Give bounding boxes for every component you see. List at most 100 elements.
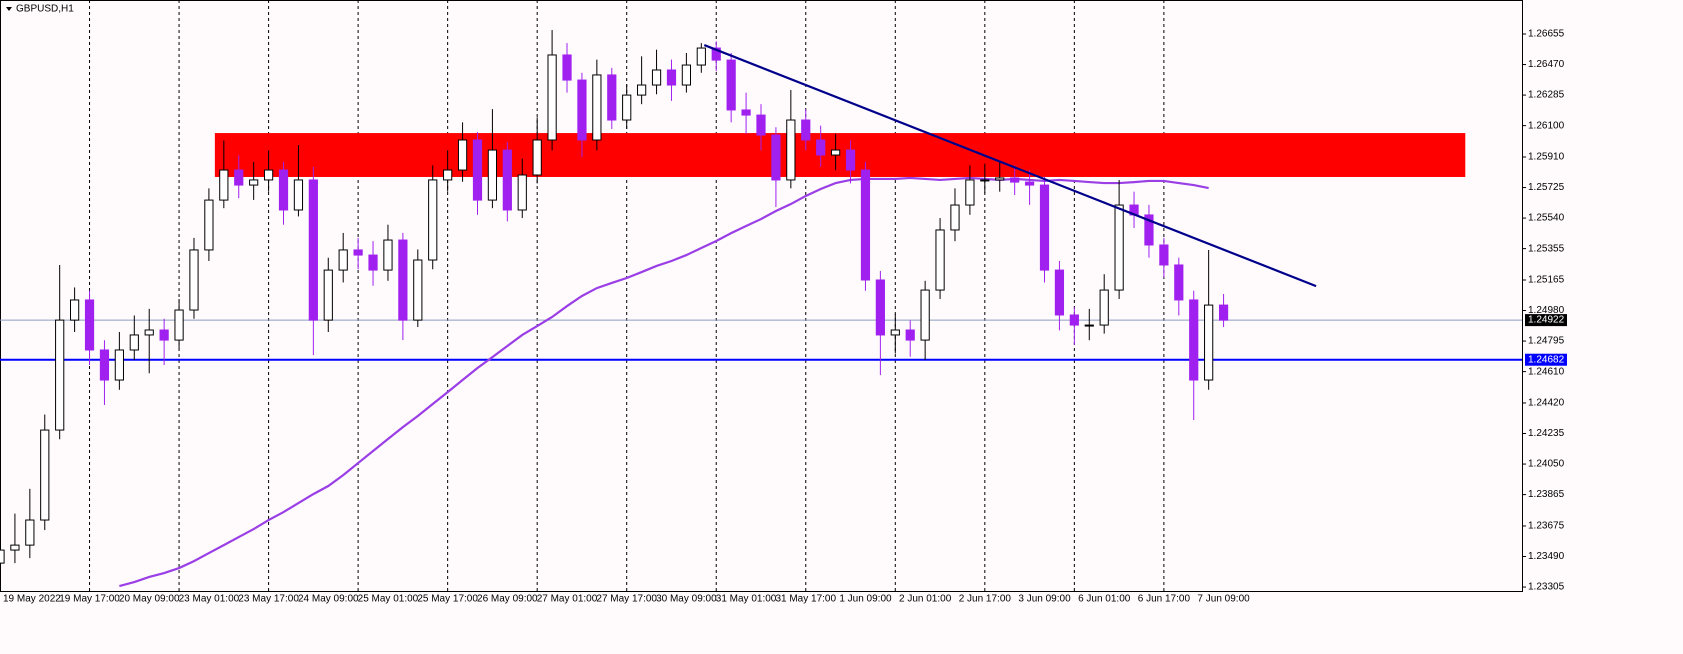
y-tick-label: 1.26470 <box>1528 59 1565 70</box>
x-tick-label: 25 May 17:00 <box>417 594 478 605</box>
candle-body <box>1204 304 1214 381</box>
candle-body <box>532 139 542 176</box>
candle-body <box>70 299 80 321</box>
candle-body <box>741 109 751 116</box>
y-tick-label: 1.24050 <box>1528 459 1565 470</box>
y-tick-label: 1.25165 <box>1528 275 1565 286</box>
candle-body <box>1039 184 1050 271</box>
candle-body <box>711 47 721 61</box>
y-tick-label: 1.23675 <box>1528 521 1565 532</box>
y-tick-label: 1.23865 <box>1528 489 1565 500</box>
candle-body <box>368 254 378 271</box>
candle-body <box>159 329 169 341</box>
y-tick-label: 1.26285 <box>1528 90 1565 101</box>
candle-body <box>651 69 662 86</box>
candle-body <box>457 139 468 171</box>
candle-body <box>592 74 602 141</box>
candle-body <box>1054 269 1065 316</box>
y-tick-label: 1.24235 <box>1528 428 1565 439</box>
candle-body <box>84 299 95 351</box>
candle-body <box>10 544 20 551</box>
candle-body <box>234 169 244 186</box>
candle-body <box>845 149 856 171</box>
candle-body <box>129 334 139 351</box>
x-tick-label: 24 May 09:00 <box>298 594 359 605</box>
candle-body <box>413 259 423 321</box>
trend-line <box>703 44 1317 288</box>
moving-average <box>119 176 1209 588</box>
candle-body <box>308 179 318 321</box>
y-tick-label: 1.24420 <box>1528 398 1565 409</box>
x-tick-label: 2 Jun 01:00 <box>899 594 952 605</box>
price-label-box <box>1525 353 1567 366</box>
candle-body <box>666 69 677 86</box>
candle-body <box>771 134 781 181</box>
candle-body <box>99 349 110 381</box>
x-tick-label: 26 May 09:00 <box>477 594 538 605</box>
menu-arrow[interactable] <box>6 7 12 11</box>
candle-body <box>1069 314 1079 326</box>
y-tick-label: 1.24610 <box>1528 366 1565 377</box>
x-tick-label: 25 May 01:00 <box>358 594 419 605</box>
candle-body <box>278 169 289 211</box>
candle-body <box>786 119 796 181</box>
candle-body <box>40 429 50 521</box>
x-tick-label: 6 Jun 01:00 <box>1078 594 1131 605</box>
candle-body <box>1114 204 1124 291</box>
candle-body <box>1174 264 1184 301</box>
candle-body <box>443 169 453 181</box>
candle-body <box>1084 324 1094 327</box>
candle-body <box>756 114 766 136</box>
candle-body <box>905 329 915 341</box>
x-tick-label: 6 Jun 17:00 <box>1138 594 1191 605</box>
candle-body <box>293 179 304 211</box>
candle-body <box>1159 244 1169 266</box>
candle-body <box>562 54 572 81</box>
plot-frame <box>0 0 1523 592</box>
x-tick-label: 30 May 09:00 <box>656 594 717 605</box>
candle-body <box>114 349 124 381</box>
candle-body <box>726 59 736 111</box>
candle-body <box>263 169 274 181</box>
chart-title: GBPUSD,H1 <box>16 4 74 15</box>
candle-body <box>860 169 871 281</box>
candle-body <box>0 549 5 564</box>
candle-body <box>890 329 900 336</box>
candle-body <box>353 249 363 256</box>
candle-body <box>1099 289 1109 326</box>
x-tick-label: 27 May 01:00 <box>537 594 598 605</box>
x-tick-label: 31 May 17:00 <box>775 594 836 605</box>
candle-body <box>1189 299 1199 381</box>
candle-body <box>681 64 691 86</box>
candle-body <box>965 179 975 206</box>
candle-body <box>25 519 35 546</box>
y-tick-label: 1.25355 <box>1528 243 1565 254</box>
x-tick-label: 1 Jun 09:00 <box>839 594 892 605</box>
candle-body <box>1010 177 1020 183</box>
x-tick-label: 7 Jun 09:00 <box>1197 594 1250 605</box>
candle-body <box>472 139 483 201</box>
y-tick-label: 1.25725 <box>1528 182 1565 193</box>
candle-body <box>1024 181 1035 186</box>
x-tick-label: 23 May 17:00 <box>238 594 299 605</box>
candle-body <box>174 309 184 341</box>
candle-body <box>1144 214 1154 246</box>
candle-body <box>487 149 498 201</box>
x-tick-label: 3 Jun 09:00 <box>1018 594 1071 605</box>
candle-body <box>995 177 1005 181</box>
price-label: 1.24682 <box>1528 354 1565 365</box>
candle-body <box>502 149 512 211</box>
candle-body <box>935 229 945 291</box>
candle-body <box>323 269 333 321</box>
x-tick-label: 31 May 01:00 <box>716 594 777 605</box>
candle-body <box>577 79 587 141</box>
y-tick-label: 1.26100 <box>1528 120 1565 131</box>
price-label: 1.24922 <box>1528 315 1565 326</box>
candle-body <box>383 239 393 271</box>
y-tick-label: 1.26655 <box>1528 29 1565 40</box>
candle-body <box>875 279 885 336</box>
candle-body <box>204 199 214 251</box>
y-tick-label: 1.24795 <box>1528 336 1565 347</box>
